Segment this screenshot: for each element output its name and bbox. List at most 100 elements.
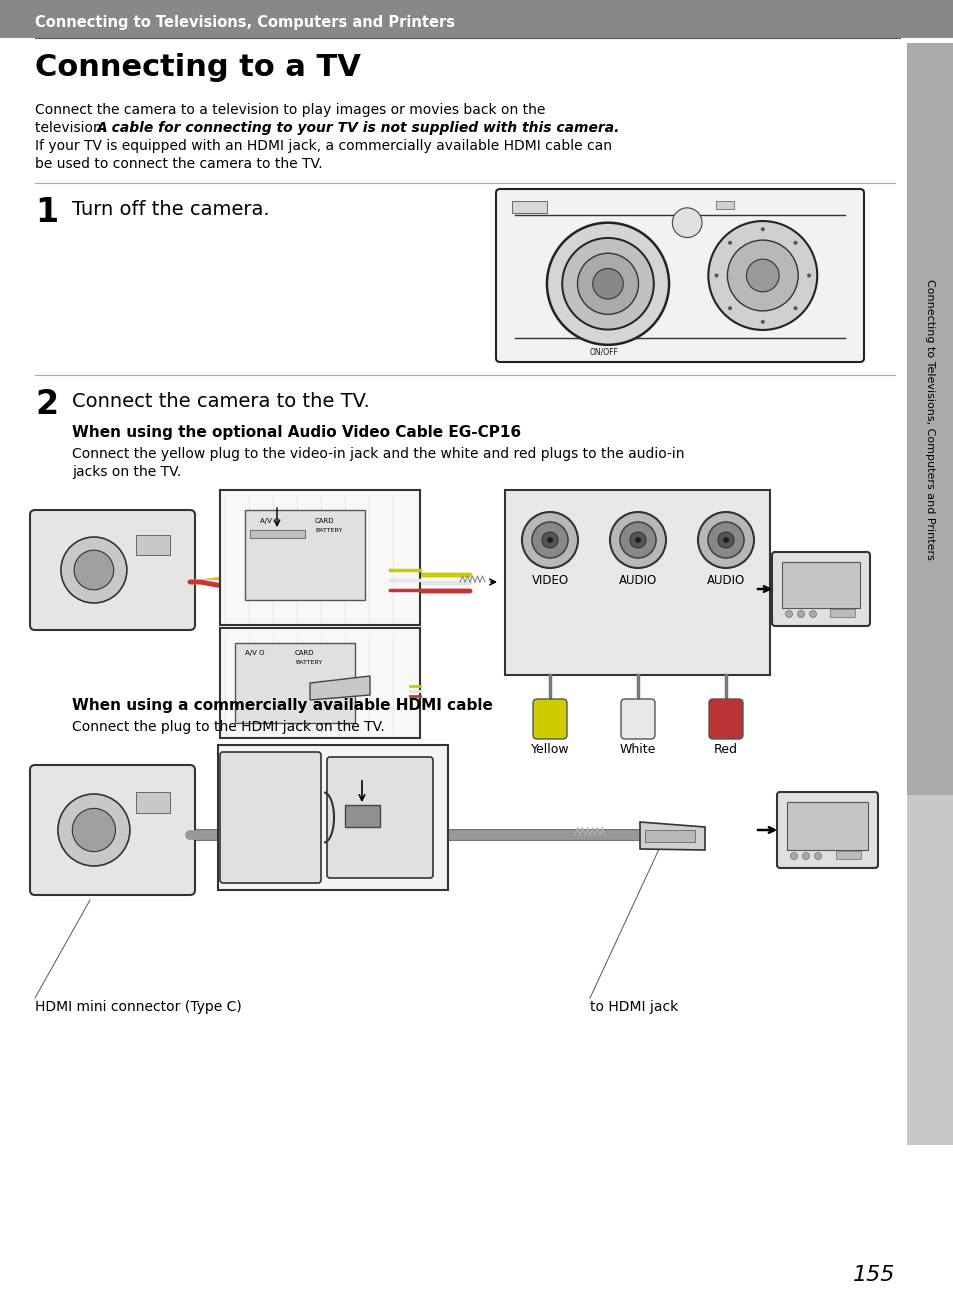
Bar (345, 805, 379, 827)
Bar (135, 791, 170, 813)
Circle shape (793, 306, 797, 310)
Circle shape (707, 522, 743, 558)
Circle shape (797, 611, 803, 618)
FancyBboxPatch shape (496, 189, 863, 361)
Circle shape (72, 808, 115, 851)
Text: be used to connect the camera to the TV.: be used to connect the camera to the TV. (35, 156, 322, 171)
Text: Yellow: Yellow (530, 742, 569, 756)
Bar (906, 43, 953, 795)
Text: A/V O: A/V O (245, 650, 264, 656)
Circle shape (592, 268, 622, 300)
Text: Connecting to Televisions, Computers and Printers: Connecting to Televisions, Computers and… (35, 14, 455, 29)
Bar (250, 530, 305, 537)
Circle shape (541, 532, 558, 548)
FancyBboxPatch shape (776, 792, 877, 869)
Circle shape (801, 853, 809, 859)
Bar (220, 490, 419, 625)
Text: Connecting to Televisions, Computers and Printers: Connecting to Televisions, Computers and… (924, 279, 934, 560)
Text: Connect the yellow plug to the video-in jack and the white and red plugs to the : Connect the yellow plug to the video-in … (71, 447, 684, 461)
Circle shape (760, 227, 764, 231)
Text: 2: 2 (35, 388, 58, 420)
FancyBboxPatch shape (533, 699, 566, 738)
Circle shape (546, 222, 668, 344)
Text: CARD: CARD (294, 650, 314, 656)
Bar (716, 201, 733, 209)
Text: AUDIO: AUDIO (618, 574, 657, 587)
Text: ON/OFF: ON/OFF (589, 348, 618, 357)
Text: 155: 155 (852, 1265, 894, 1285)
Bar (786, 802, 867, 850)
Circle shape (745, 259, 779, 292)
Circle shape (708, 221, 817, 330)
Circle shape (727, 306, 731, 310)
Circle shape (577, 254, 638, 314)
Circle shape (698, 512, 753, 568)
Text: Red: Red (713, 742, 738, 756)
Text: Turn off the camera.: Turn off the camera. (71, 200, 270, 219)
Bar (135, 535, 170, 555)
Polygon shape (310, 675, 370, 700)
Text: to HDMI jack: to HDMI jack (589, 1000, 678, 1014)
Circle shape (619, 522, 656, 558)
Bar (512, 201, 546, 213)
Bar (504, 490, 769, 675)
Text: HDMI mini connector (Type C): HDMI mini connector (Type C) (35, 1000, 241, 1014)
Circle shape (609, 512, 665, 568)
Text: jacks on the TV.: jacks on the TV. (71, 465, 181, 480)
FancyBboxPatch shape (30, 765, 194, 895)
FancyBboxPatch shape (220, 752, 320, 883)
Circle shape (726, 240, 798, 311)
Bar (245, 510, 365, 600)
Text: White: White (619, 742, 656, 756)
Circle shape (722, 537, 728, 543)
Text: Connecting to a TV: Connecting to a TV (35, 54, 360, 83)
Text: BATTERY: BATTERY (314, 528, 342, 533)
Circle shape (521, 512, 578, 568)
Circle shape (790, 853, 797, 859)
Circle shape (532, 522, 567, 558)
Circle shape (793, 240, 797, 244)
Circle shape (727, 240, 731, 244)
Circle shape (74, 551, 113, 590)
Circle shape (814, 853, 821, 859)
Bar (835, 851, 861, 859)
Text: Connect the camera to the TV.: Connect the camera to the TV. (71, 392, 370, 411)
Text: When using the optional Audio Video Cable EG-CP16: When using the optional Audio Video Cabl… (71, 424, 520, 440)
Bar (829, 608, 854, 618)
Circle shape (760, 319, 764, 323)
FancyBboxPatch shape (708, 699, 742, 738)
Text: A/V O: A/V O (260, 518, 279, 524)
Text: 1: 1 (35, 196, 58, 229)
Text: A cable for connecting to your TV is not supplied with this camera.: A cable for connecting to your TV is not… (97, 121, 619, 135)
Circle shape (561, 238, 653, 330)
Text: Connect the plug to the HDMI jack on the TV.: Connect the plug to the HDMI jack on the… (71, 720, 384, 735)
Circle shape (784, 611, 792, 618)
Bar (218, 745, 448, 890)
Text: AUDIO: AUDIO (706, 574, 744, 587)
Text: BATTERY: BATTERY (294, 660, 322, 665)
Circle shape (546, 537, 553, 543)
Text: CARD: CARD (314, 518, 335, 524)
Text: VIDEO: VIDEO (531, 574, 568, 587)
FancyBboxPatch shape (327, 757, 433, 878)
Text: If your TV is equipped with an HDMI jack, a commercially available HDMI cable ca: If your TV is equipped with an HDMI jack… (35, 139, 612, 152)
Circle shape (635, 537, 640, 543)
Circle shape (806, 273, 810, 277)
Text: When using a commercially available HDMI cable: When using a commercially available HDMI… (71, 698, 493, 714)
FancyBboxPatch shape (620, 699, 655, 738)
Circle shape (809, 611, 816, 618)
Circle shape (672, 208, 701, 238)
Text: Connect the camera to a television to play images or movies back on the: Connect the camera to a television to pl… (35, 102, 545, 117)
Bar (644, 830, 695, 842)
Circle shape (629, 532, 645, 548)
Circle shape (58, 794, 130, 866)
Bar (781, 562, 859, 608)
Bar (906, 795, 953, 1144)
Text: television.: television. (35, 121, 111, 135)
FancyBboxPatch shape (771, 552, 869, 625)
FancyBboxPatch shape (30, 510, 194, 629)
Circle shape (718, 532, 733, 548)
Circle shape (714, 273, 718, 277)
Polygon shape (639, 823, 704, 850)
Bar (234, 643, 355, 723)
